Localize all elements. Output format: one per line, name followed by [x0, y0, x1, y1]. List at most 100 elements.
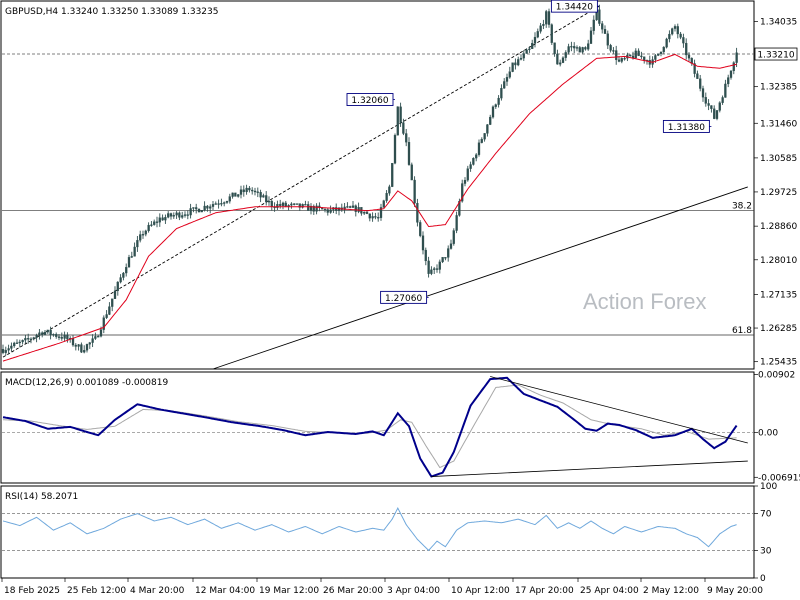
- candle-body: [141, 234, 145, 236]
- time-axis-label: 12 Mar 04:00: [195, 586, 255, 596]
- candle-body: [265, 195, 268, 203]
- candle: [517, 56, 520, 67]
- candle-body: [189, 208, 192, 216]
- candle-body: [455, 215, 458, 231]
- candle: [183, 211, 187, 218]
- candle-body: [256, 191, 259, 193]
- candle: [710, 105, 713, 113]
- candle-body: [116, 281, 119, 292]
- candle: [531, 39, 534, 50]
- candle-body: [729, 70, 733, 78]
- candle: [547, 8, 551, 28]
- candle-body: [80, 344, 83, 353]
- candle: [323, 208, 327, 213]
- price-axis-label: 1.30585: [760, 154, 797, 164]
- candle: [97, 334, 100, 338]
- candle: [122, 271, 125, 281]
- price-annotation-label: 1.34420: [556, 3, 593, 13]
- candle: [561, 56, 565, 64]
- price-axis-label: 1.25435: [760, 358, 797, 368]
- candle: [262, 193, 265, 198]
- candle: [433, 266, 436, 275]
- candle: [7, 344, 10, 355]
- candle: [15, 339, 19, 344]
- candle-body: [508, 71, 511, 78]
- candle-body: [517, 59, 520, 66]
- candle: [494, 103, 497, 109]
- candle-body: [430, 269, 433, 274]
- candle: [88, 341, 91, 349]
- candle: [441, 257, 444, 264]
- candle: [729, 70, 733, 80]
- candle-body: [657, 53, 660, 56]
- candle-body: [164, 217, 167, 221]
- candle-body: [489, 116, 492, 125]
- candle-body: [225, 201, 229, 203]
- candle-body: [223, 202, 226, 204]
- candle-body: [293, 203, 296, 205]
- candle: [43, 329, 47, 336]
- price-annotation-label: 1.27060: [385, 294, 422, 304]
- candle-body: [491, 106, 495, 118]
- candle: [346, 202, 349, 208]
- candle-body: [659, 51, 663, 54]
- candle: [265, 191, 268, 206]
- candle: [108, 302, 111, 316]
- candle: [141, 230, 145, 239]
- candle: [228, 193, 231, 204]
- candle-body: [617, 59, 621, 62]
- candle: [231, 192, 234, 199]
- candle-body: [727, 77, 730, 85]
- candle: [29, 337, 33, 344]
- candle: [399, 102, 402, 127]
- candle: [463, 177, 467, 187]
- candle-body: [704, 97, 707, 104]
- candle-body: [18, 341, 21, 344]
- watermark: Action Forex: [583, 289, 707, 314]
- candle-body: [298, 203, 301, 208]
- candle: [18, 339, 21, 348]
- candle: [550, 23, 553, 45]
- candle: [105, 310, 108, 319]
- candle-body: [421, 235, 425, 251]
- candle-body: [91, 338, 94, 343]
- candle-body: [158, 217, 161, 223]
- candle-body: [570, 46, 573, 48]
- fib-level-label: 38.2: [732, 201, 752, 211]
- candle: [718, 101, 721, 113]
- candle-body: [130, 256, 133, 258]
- candle-body: [119, 277, 122, 283]
- candle-body: [13, 342, 16, 347]
- candle-body: [349, 206, 352, 208]
- candle: [259, 189, 262, 203]
- candle-body: [10, 345, 13, 349]
- candle-body: [83, 350, 86, 353]
- candle: [77, 343, 80, 351]
- candle-body: [4, 350, 7, 353]
- macd-label: MACD(12,26,9) 0.001089 -0.000819: [5, 378, 168, 388]
- candle: [368, 213, 371, 222]
- candle: [673, 24, 677, 32]
- candlesticks: [1, 4, 738, 356]
- candle-body: [304, 204, 307, 206]
- candle-body: [323, 209, 327, 211]
- time-axis-label: 19 Mar 12:00: [259, 586, 319, 596]
- candle: [1, 344, 5, 355]
- candle: [309, 203, 313, 215]
- candle-body: [1, 349, 5, 353]
- candle: [111, 298, 114, 312]
- candle-body: [419, 222, 422, 236]
- candle: [427, 256, 430, 278]
- candle-body: [108, 306, 111, 315]
- candle: [293, 203, 296, 206]
- candle: [4, 346, 7, 356]
- candle-body: [696, 73, 699, 79]
- candle: [435, 264, 439, 273]
- candle-body: [500, 88, 503, 99]
- candle-body: [315, 205, 318, 212]
- candle: [52, 333, 55, 337]
- candle-body: [267, 200, 271, 203]
- price-annotation-label: 1.31380: [668, 123, 705, 133]
- candle-body: [27, 338, 30, 340]
